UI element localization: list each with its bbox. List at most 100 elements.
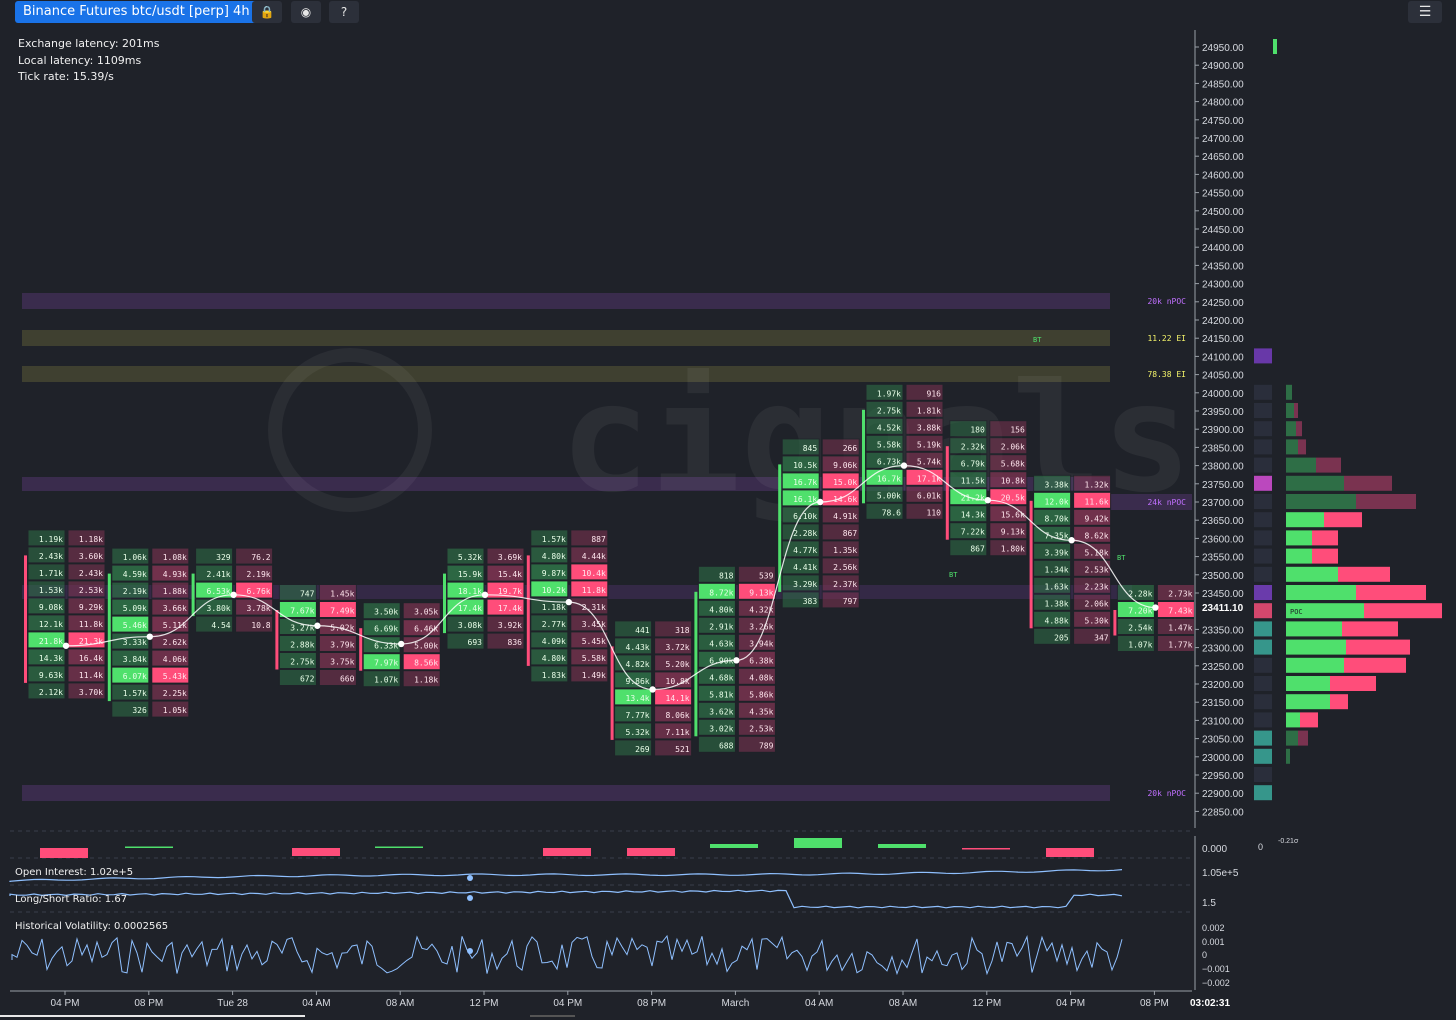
ask-cell xyxy=(1073,508,1112,526)
bid-value: 2.19k xyxy=(123,587,147,596)
ask-value: 1.05k xyxy=(163,706,187,715)
bid-value: 6.79k xyxy=(961,460,985,469)
ask-cell xyxy=(821,540,860,558)
ask-cell xyxy=(235,564,274,582)
ask-cell xyxy=(737,565,776,583)
bid-cell xyxy=(27,529,66,547)
delta-bar xyxy=(375,846,423,848)
ask-value: 9.42k xyxy=(1085,514,1109,523)
ask-value: 916 xyxy=(927,389,942,398)
profile-bid-bar xyxy=(1286,475,1344,491)
bid-value: 5.32k xyxy=(458,553,482,562)
bid-cell xyxy=(278,584,317,601)
bid-value: 1.34k xyxy=(1045,565,1069,574)
ask-value: 2.56k xyxy=(833,563,857,572)
profile-bid-bar xyxy=(1286,748,1290,764)
ask-value: 5.11k xyxy=(163,621,187,630)
camera-icon[interactable]: ◉ xyxy=(291,1,321,23)
bid-value: 1.18k xyxy=(542,603,566,612)
ask-value: 1.77k xyxy=(1168,641,1192,650)
bid-value: 16.7k xyxy=(877,474,901,483)
ask-value: 19.7k xyxy=(498,587,522,596)
bid-value: 3.39k xyxy=(1045,548,1069,557)
bid-value: 6.10k xyxy=(793,512,817,521)
ask-cell xyxy=(654,620,693,638)
profile-ask-bar xyxy=(1338,566,1390,582)
ask-cell xyxy=(235,547,274,565)
bid-value: 1.07k xyxy=(1128,641,1152,650)
bid-value: 3.08k xyxy=(458,621,482,630)
profile-ask-bar xyxy=(1312,530,1338,546)
ask-value: 76.2 xyxy=(251,553,270,562)
vwap-point xyxy=(817,498,824,506)
bid-value: 1.57k xyxy=(123,689,147,698)
ask-value: 1.35k xyxy=(833,546,857,555)
time-label: 04 AM xyxy=(805,998,833,1009)
ask-value: 2.53k xyxy=(79,586,103,595)
ask-cell xyxy=(67,529,106,547)
level-band xyxy=(22,293,1110,309)
price-label: 24400.00 xyxy=(1202,243,1244,254)
bid-value: 6.33k xyxy=(374,642,398,651)
lock-icon[interactable]: 🔒 xyxy=(252,1,282,23)
candle-body xyxy=(443,573,446,634)
bid-value: 11.5k xyxy=(961,477,985,486)
bid-cell xyxy=(530,529,569,547)
vol-tick: −0.001 xyxy=(1202,964,1230,974)
ask-value: 2.62k xyxy=(163,638,187,647)
bid-value: 3.80k xyxy=(207,604,231,613)
bid-value: 16.1k xyxy=(793,495,817,504)
ask-value: 11.4k xyxy=(79,671,103,680)
profile-ask-bar xyxy=(1346,639,1410,655)
bid-cell xyxy=(1033,627,1072,645)
bid-value: 2.75k xyxy=(877,406,901,415)
heat-cell xyxy=(1254,494,1272,509)
bid-value: 4.80k xyxy=(542,552,566,561)
heat-cell xyxy=(1254,657,1272,673)
time-label: 12 PM xyxy=(470,998,499,1009)
bid-cell xyxy=(1033,576,1072,594)
bid-value: 8.72k xyxy=(709,588,733,597)
candle-body xyxy=(778,464,782,592)
profile-bid-bar xyxy=(1286,384,1292,400)
bid-cell xyxy=(1033,559,1072,577)
chart-title-button[interactable]: Binance Futures btc/usdt [perp] 4h xyxy=(15,1,258,23)
candle-body xyxy=(526,555,530,666)
heat-cell xyxy=(1254,439,1272,455)
ask-cell xyxy=(989,522,1028,540)
bid-value: 4.82k xyxy=(626,660,650,669)
bid-cell xyxy=(530,648,569,666)
ls-tick: 1.5 xyxy=(1202,898,1216,909)
bid-value: 3.62k xyxy=(709,707,733,716)
price-label: 23900.00 xyxy=(1202,425,1244,436)
profile-bid-bar xyxy=(1286,585,1356,600)
ask-cell xyxy=(1073,491,1112,509)
ask-cell xyxy=(989,539,1028,557)
ask-cell xyxy=(905,417,944,435)
scrollbar-thumb[interactable] xyxy=(0,1015,305,1017)
profile-bid-bar xyxy=(1286,439,1298,455)
ask-value: 9.13k xyxy=(1001,528,1025,537)
open-interest-line xyxy=(9,869,1123,882)
delta-bar xyxy=(794,838,842,848)
price-label: 24800.00 xyxy=(1202,98,1244,109)
ask-value: 1.49k xyxy=(582,671,606,680)
bid-value: 9.87k xyxy=(542,569,566,578)
ask-value: 3.78k xyxy=(247,604,271,613)
hamburger-menu-icon[interactable]: ☰ xyxy=(1408,1,1442,23)
bid-value: 13.4k xyxy=(626,694,650,703)
heat-cell xyxy=(1254,548,1272,564)
vwap-point xyxy=(62,642,70,649)
delta-bar xyxy=(1046,848,1094,857)
heat-cell-hi xyxy=(1254,785,1272,801)
bid-cell xyxy=(111,581,150,599)
time-label: 04 PM xyxy=(553,998,582,1009)
ask-value: 11.8k xyxy=(582,586,606,595)
bid-value: 7.35k xyxy=(1045,531,1069,540)
ask-value: 4.35k xyxy=(749,707,773,716)
price-label: 24950.00 xyxy=(1202,43,1244,54)
ask-cell xyxy=(570,563,609,581)
ask-cell xyxy=(151,700,190,718)
help-icon[interactable]: ? xyxy=(329,1,359,23)
